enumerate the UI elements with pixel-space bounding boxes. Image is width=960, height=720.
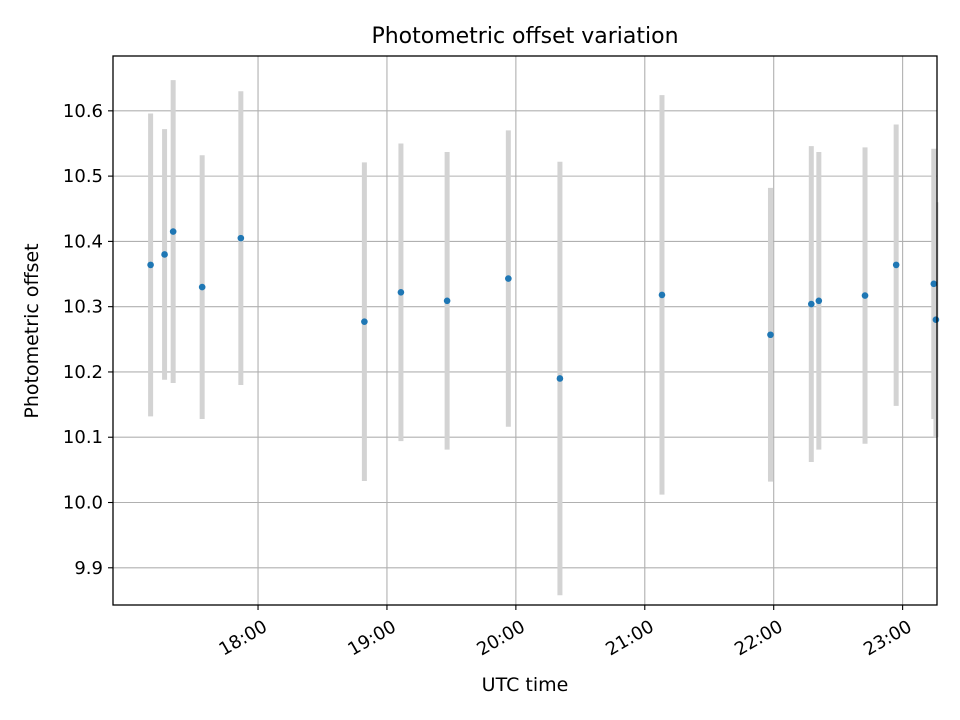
- y-tick-label: 10.5: [63, 166, 103, 187]
- y-tick-label: 10.1: [63, 427, 103, 448]
- plot-frame: [112, 55, 938, 606]
- x-tick-label: 21:00: [602, 616, 657, 660]
- data-point: [892, 261, 900, 269]
- data-point: [397, 289, 405, 296]
- data-point: [161, 251, 168, 258]
- data-point: [861, 292, 869, 299]
- y-tick-label: 10.4: [63, 231, 103, 252]
- y-axis-label: Photometric offset: [21, 243, 43, 418]
- x-tick-label: 18:00: [216, 616, 271, 660]
- data-point: [815, 297, 823, 305]
- x-tick-label: 23:00: [860, 616, 915, 660]
- data-point: [932, 316, 940, 324]
- data-point: [169, 228, 177, 235]
- x-tick-label: 20:00: [473, 616, 528, 660]
- y-tick-label: 9.9: [74, 558, 103, 579]
- data-point: [237, 234, 245, 242]
- x-axis-ticks: 18:00 19:00 20:00 21:00 22:00 23:00: [216, 605, 916, 660]
- y-tick-label: 10.2: [63, 362, 103, 383]
- data-point: [658, 291, 666, 299]
- data-point: [505, 275, 512, 282]
- data-point: [930, 280, 938, 288]
- data-point: [808, 300, 815, 308]
- y-tick-label: 10.0: [63, 493, 103, 514]
- y-tick-label: 10.3: [63, 297, 103, 318]
- data-point: [198, 283, 206, 291]
- x-axis-label: UTC time: [482, 674, 569, 696]
- data-point: [443, 297, 451, 305]
- x-tick-label: 19:00: [344, 616, 399, 660]
- error-bars: [148, 80, 939, 596]
- data-point: [767, 331, 774, 339]
- data-point: [147, 261, 154, 269]
- y-axis-ticks: 9.9 10.0 10.1 10.2 10.3 10.4 10.5 10.6: [63, 101, 113, 579]
- x-tick-label: 22:00: [731, 616, 786, 660]
- y-tick-label: 10.6: [63, 101, 103, 122]
- chart-title: Photometric offset variation: [371, 24, 678, 49]
- data-point: [361, 318, 368, 325]
- data-point: [556, 375, 564, 382]
- grid: [113, 56, 937, 605]
